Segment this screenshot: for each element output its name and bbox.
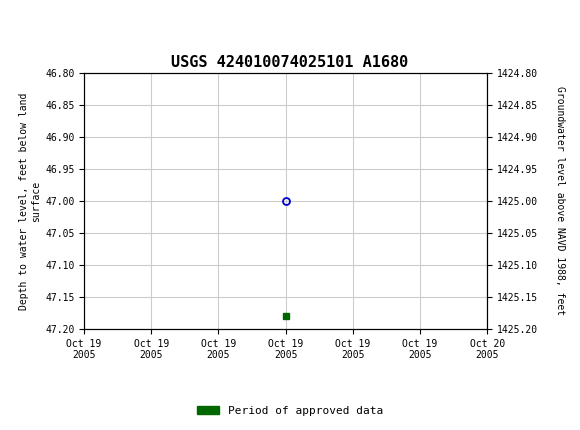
Y-axis label: Groundwater level above NAVD 1988, feet: Groundwater level above NAVD 1988, feet <box>554 86 565 316</box>
Y-axis label: Depth to water level, feet below land
surface: Depth to water level, feet below land su… <box>19 92 41 310</box>
Legend: Period of approved data: Period of approved data <box>193 401 387 420</box>
Text: USGS 424010074025101 A1680: USGS 424010074025101 A1680 <box>171 55 409 70</box>
Text: USGS: USGS <box>36 14 91 31</box>
